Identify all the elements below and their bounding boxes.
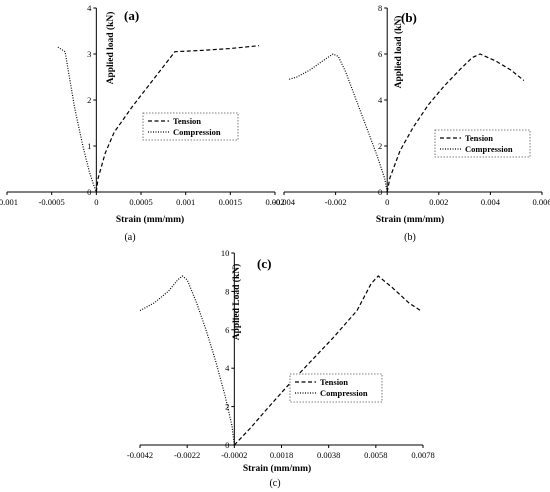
- panel-label-c: (c): [257, 256, 271, 271]
- panel-label-a: (a): [124, 8, 139, 23]
- panel-label-b: (b): [401, 10, 417, 25]
- caption-c: (c): [269, 478, 280, 489]
- legend-label-compression-b: Compression: [465, 144, 513, 154]
- x-tick-label-b: -0.002: [325, 197, 347, 207]
- y-axis-label-b: Applied load (kN): [393, 16, 404, 89]
- y-tick-label-c: 6: [225, 325, 229, 335]
- caption-b: (b): [404, 232, 416, 243]
- y-tick-label-a: 2: [87, 95, 91, 105]
- x-tick-label-c: 0.0078: [411, 450, 434, 460]
- x-tick-label-c: 0.0038: [317, 450, 340, 460]
- x-tick-label-a: 0.002: [265, 197, 284, 207]
- y-tick-label-b: 4: [378, 95, 383, 105]
- y-tick-label-a: 4: [87, 3, 92, 13]
- chart-panel-b: (b) Strain (mm/mm) Applied load (kN) (b)…: [273, 3, 550, 243]
- series-line-compression-c: [139, 275, 235, 446]
- y-tick-label-b: 8: [378, 3, 382, 13]
- y-tick-label-b: 6: [378, 49, 382, 59]
- x-tick-label-c: -0.0002: [221, 450, 247, 460]
- legend-label-tension-b: Tension: [465, 133, 493, 143]
- y-tick-label-c: 8: [225, 286, 229, 296]
- x-axis-label-a: Strain (mm/mm): [116, 214, 184, 225]
- series-line-compression-a: [57, 46, 97, 193]
- x-tick-label-b: 0.004: [481, 197, 501, 207]
- y-tick-label-a: 3: [87, 49, 91, 59]
- legend-box-c: [289, 373, 383, 403]
- y-tick-label-b: 2: [378, 141, 382, 151]
- series-line-tension-c: [233, 275, 421, 446]
- x-tick-label-c: -0.0042: [127, 450, 153, 460]
- y-tick-label-b: 0: [378, 187, 382, 197]
- x-tick-label-a: 0.0015: [219, 197, 242, 207]
- x-tick-label-a: 0.0005: [129, 197, 152, 207]
- legend-label-tension-c: Tension: [320, 377, 348, 387]
- y-tick-label-c: 0: [225, 440, 229, 450]
- series-line-compression-b: [289, 53, 388, 193]
- x-tick-label-c: 0.0018: [270, 450, 293, 460]
- chart-panel-a: (a) Strain (mm/mm) Applied load (kN) (a)…: [0, 3, 285, 243]
- legend-box-b: [434, 129, 531, 158]
- legend-label-tension-a: Tension: [173, 116, 201, 126]
- y-tick-label-a: 0: [87, 187, 91, 197]
- y-tick-label-c: 2: [225, 402, 229, 412]
- x-tick-label-a: 0: [94, 197, 98, 207]
- y-axis-label-c: Applied Load (kN): [231, 264, 242, 341]
- y-tick-label-a: 1: [87, 141, 91, 151]
- x-tick-label-b: -0.004: [273, 197, 296, 207]
- series-line-tension-a: [95, 45, 259, 193]
- x-axis-label-c: Strain (mm/mm): [243, 463, 311, 474]
- x-tick-label-b: 0.002: [429, 197, 448, 207]
- legend-label-compression-a: Compression: [173, 127, 221, 137]
- caption-a: (a): [124, 232, 135, 243]
- x-tick-label-a: 0.001: [176, 197, 195, 207]
- y-axis-label-a: Applied load (kN): [105, 12, 116, 85]
- x-tick-label-b: 0.006: [532, 197, 550, 207]
- x-tick-label-c: -0.0022: [174, 450, 200, 460]
- x-tick-label-c: 0.0058: [364, 450, 387, 460]
- x-tick-label-a: -0.0005: [39, 197, 65, 207]
- series-line-tension-b: [386, 53, 525, 193]
- chart-panel-c: (c) Strain (mm/mm) Applied Load (kN) (c)…: [127, 248, 435, 489]
- y-tick-label-c: 4: [225, 363, 230, 373]
- x-axis-label-b: Strain (mm/mm): [376, 214, 444, 225]
- legend-box-a: [142, 112, 239, 141]
- y-tick-label-c: 10: [221, 248, 230, 258]
- x-tick-label-a: -0.001: [0, 197, 18, 207]
- legend-label-compression-c: Compression: [320, 388, 368, 398]
- x-tick-label-b: 0: [385, 197, 389, 207]
